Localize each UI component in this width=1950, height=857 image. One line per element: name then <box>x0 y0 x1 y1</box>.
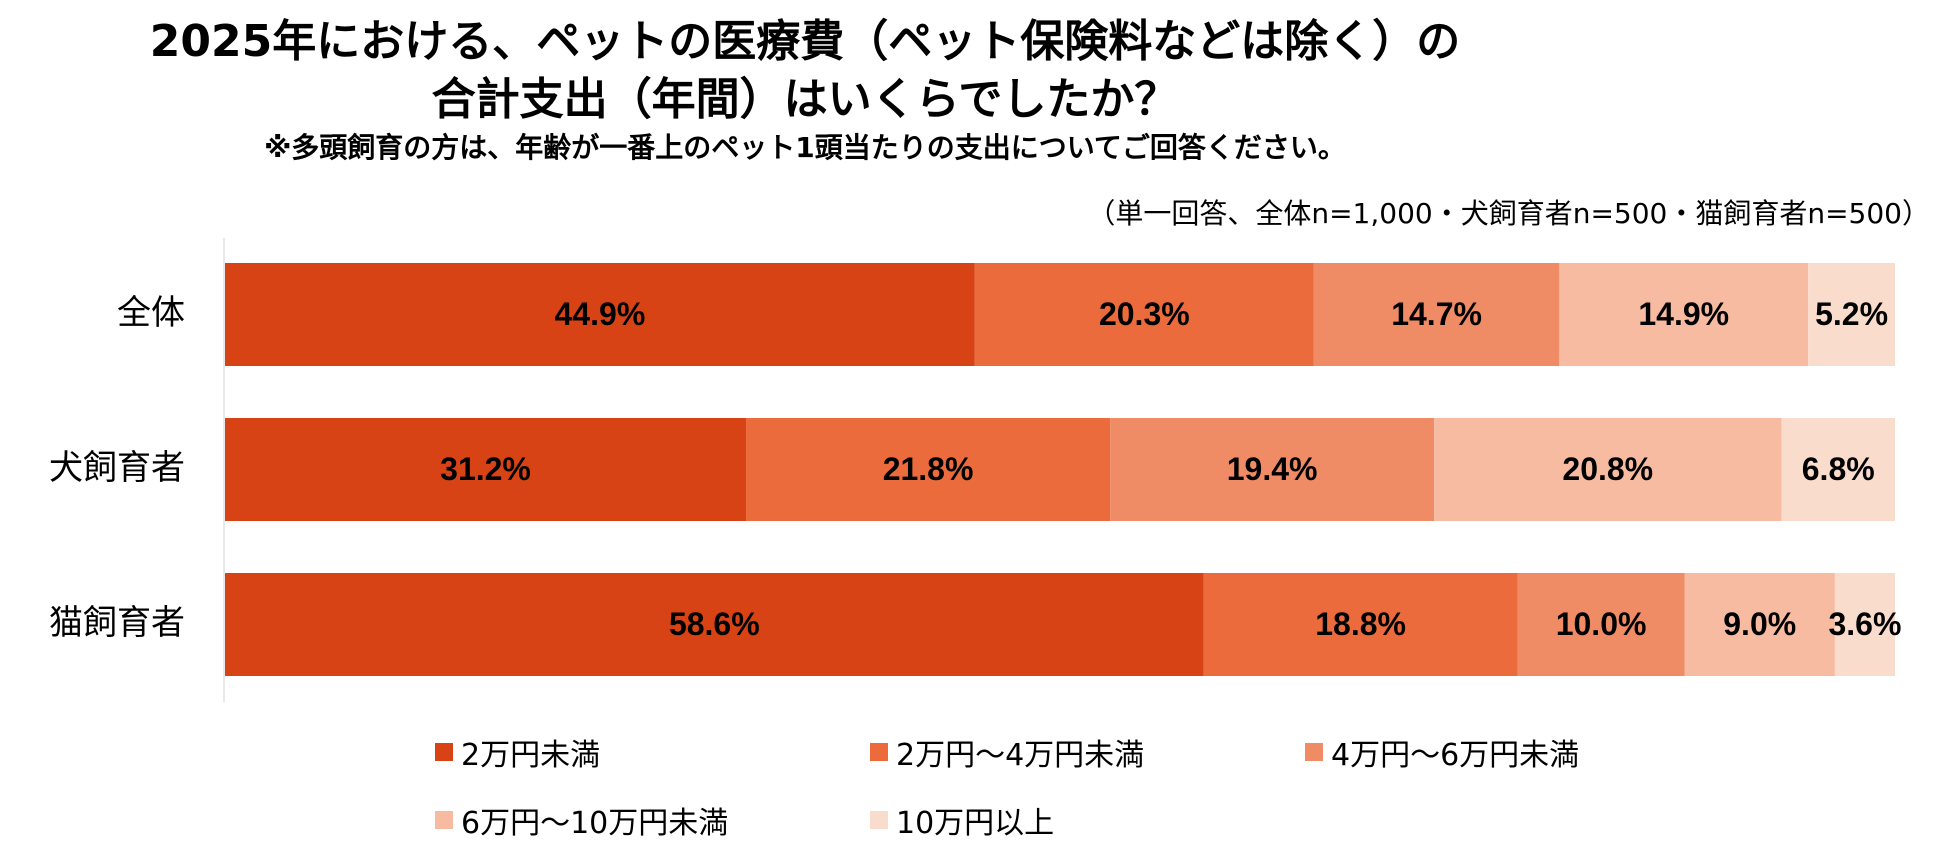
chart-title: 2025年における、ペットの医療費（ペット保険料などは除く）の <box>149 16 1461 67</box>
legend-item: 10万円以上 <box>870 798 1054 842</box>
category-label: 猫飼育者 <box>49 603 185 643</box>
chart-subtitle: ※多頭飼育の方は、年齢が一番上のペット1頭当たりの支出についてご回答ください。 <box>264 131 1346 164</box>
legend-swatch <box>435 743 453 761</box>
legend-swatch <box>435 811 453 829</box>
bar-segment <box>225 573 1204 676</box>
bar-segment <box>1203 573 1518 676</box>
chart-title-line2: 合計支出（年間）はいくらでしたか？ <box>431 74 1179 125</box>
bar-segment <box>1781 418 1895 521</box>
data-label: 14.9% <box>1638 296 1729 332</box>
legend-item: 2万円～4万円未満 <box>870 730 1144 774</box>
legend-item: 6万円～10万円未満 <box>435 798 728 842</box>
bar-segment <box>1110 418 1435 521</box>
legend-label: 2万円～4万円未満 <box>896 738 1145 773</box>
data-label: 20.3% <box>1099 296 1190 332</box>
data-label: 21.8% <box>883 451 974 487</box>
data-label: 20.8% <box>1562 451 1653 487</box>
data-label: 3.6% <box>1828 606 1901 642</box>
legend-label: 2万円未満 <box>461 738 601 773</box>
data-label: 44.9% <box>555 296 646 332</box>
data-label: 18.8% <box>1315 606 1406 642</box>
bar-segment <box>225 263 975 366</box>
category-label: 犬飼育者 <box>49 448 185 488</box>
legend-swatch <box>870 743 888 761</box>
legend-label: 10万円以上 <box>896 806 1055 841</box>
sample-note: （単一回答、全体n=1,000・犬飼育者n=500・猫飼育者n=500） <box>1087 197 1930 230</box>
data-label: 31.2% <box>440 451 531 487</box>
legend-item: 4万円～6万円未満 <box>1305 730 1579 774</box>
bar-segment <box>746 418 1111 521</box>
legend-swatch <box>870 811 888 829</box>
legend-label: 6万円～10万円未満 <box>461 806 729 841</box>
legend-swatch <box>1305 743 1323 761</box>
legend-item: 2万円未満 <box>435 730 600 774</box>
data-label: 19.4% <box>1227 451 1318 487</box>
bar-segment <box>1808 263 1895 366</box>
bar-segment <box>1559 263 1809 366</box>
data-label: 5.2% <box>1815 296 1888 332</box>
data-label: 14.7% <box>1391 296 1482 332</box>
category-label: 全体 <box>117 293 185 333</box>
bar-segment <box>1684 573 1835 676</box>
bar-segment <box>974 263 1314 366</box>
bar-segment <box>1313 263 1560 366</box>
data-label: 6.8% <box>1802 451 1875 487</box>
bar-segment <box>1434 418 1782 521</box>
bar-segment <box>1517 573 1685 676</box>
bar-segment <box>225 418 747 521</box>
data-label: 9.0% <box>1723 606 1796 642</box>
bar-segment <box>1834 573 1895 676</box>
data-label: 10.0% <box>1556 606 1647 642</box>
stacked-bar-chart: 全体 44.9% 20.3% 14.7% 14.9% 5.2% 犬飼育者 31.2% 21.8%… <box>49 238 1901 702</box>
data-label: 58.6% <box>669 606 760 642</box>
legend-label: 4万円～6万円未満 <box>1331 738 1580 773</box>
